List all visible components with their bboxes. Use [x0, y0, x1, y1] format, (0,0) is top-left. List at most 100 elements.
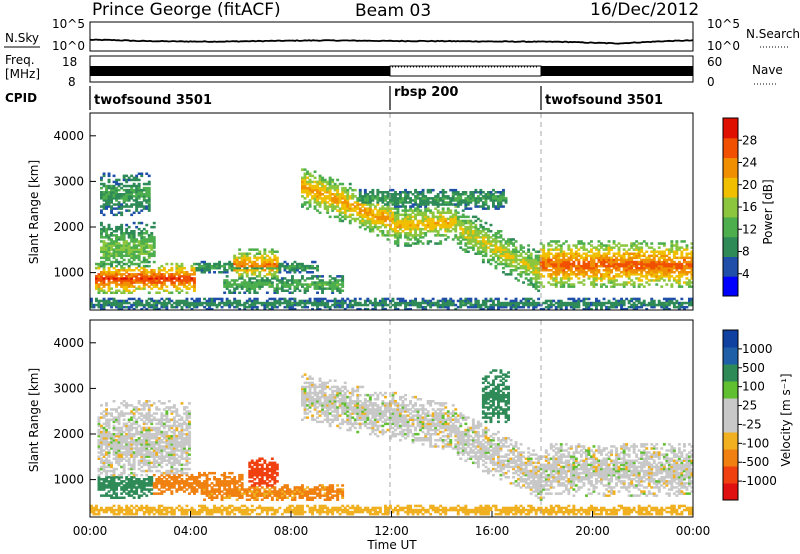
heatmap-cell — [120, 250, 124, 253]
heatmap-cell — [549, 248, 553, 251]
heatmap-cell — [406, 238, 410, 241]
heatmap-cell — [567, 303, 571, 307]
heatmap-cell — [363, 197, 367, 200]
heatmap-cell — [316, 197, 319, 200]
heatmap-cell — [263, 283, 267, 286]
heatmap-cell — [100, 178, 103, 182]
colorbar-tick-label: 28 — [742, 133, 757, 147]
heatmap-cell — [110, 271, 113, 274]
heatmap-cell — [499, 191, 503, 194]
heatmap-cell — [110, 197, 113, 200]
heatmap-cell — [514, 303, 518, 307]
heatmap-cell — [157, 269, 161, 272]
colorbar-tick-label: 20 — [742, 178, 757, 192]
heatmap-cell — [286, 305, 289, 309]
heatmap-cell — [602, 254, 606, 258]
heatmap-cell — [381, 211, 385, 214]
heatmap-cell — [130, 191, 134, 194]
heatmap-cell — [645, 256, 649, 260]
heatmap-cell — [416, 238, 420, 241]
heatmap-cell — [522, 301, 525, 305]
heatmap-cell — [487, 246, 490, 249]
heatmap-cell — [419, 219, 422, 223]
heatmap-cell — [245, 273, 249, 276]
heatmap-cell — [127, 279, 131, 282]
heatmap-cell — [469, 195, 473, 198]
heatmap-cell — [316, 203, 319, 206]
heatmap-cell — [183, 271, 186, 274]
heatmap-cell — [547, 262, 551, 266]
heatmap-cell — [250, 301, 254, 305]
heatmap-cell — [444, 195, 448, 198]
heatmap-cell — [489, 262, 493, 266]
heatmap-cell — [157, 271, 161, 274]
heatmap-cell — [175, 264, 179, 268]
heatmap-cell — [574, 299, 578, 303]
heatmap-cell — [617, 252, 621, 255]
heatmap-cell — [439, 303, 443, 307]
heatmap-cell — [157, 287, 161, 290]
heatmap-cell — [130, 184, 134, 188]
heatmap-cell — [657, 256, 661, 260]
heatmap-cell — [394, 236, 397, 239]
heatmap-cell — [115, 283, 118, 286]
heatmap-cell — [376, 188, 380, 192]
heatmap-cell — [278, 264, 282, 268]
heatmap-cell — [481, 258, 485, 262]
heatmap-cell — [100, 248, 103, 251]
heatmap-cell — [135, 254, 139, 258]
heatmap-cell — [132, 262, 136, 266]
heatmap-cell — [476, 199, 480, 202]
heatmap-cell — [464, 197, 468, 200]
heatmap-cell — [97, 291, 101, 294]
heatmap-cell — [675, 275, 679, 278]
heatmap-cell — [635, 246, 639, 249]
heatmap-cell — [424, 219, 428, 223]
heatmap-cell — [527, 283, 531, 286]
heatmap-cell — [522, 246, 525, 249]
heatmap-cell — [140, 201, 144, 204]
heatmap-cell — [522, 305, 525, 309]
heatmap-cell — [268, 271, 272, 274]
heatmap-cell — [127, 260, 131, 264]
heatmap-cell — [97, 439, 101, 442]
heatmap-cell — [527, 262, 531, 266]
heatmap-cell — [637, 242, 641, 245]
heatmap-cell — [255, 305, 259, 309]
heatmap-cell — [600, 305, 603, 309]
heatmap-cell — [509, 238, 513, 241]
heatmap-cell — [652, 254, 656, 258]
heatmap-cell — [499, 197, 503, 200]
heatmap-cell — [275, 277, 279, 280]
heatmap-cell — [637, 256, 641, 260]
heatmap-cell — [105, 492, 108, 495]
heatmap-cell — [650, 246, 654, 249]
heatmap-cell — [145, 242, 149, 245]
heatmap-cell — [549, 299, 553, 303]
heatmap-cell — [155, 303, 159, 307]
heatmap-cell — [519, 258, 523, 262]
heatmap-cell — [95, 266, 98, 270]
heatmap-cell — [112, 482, 116, 485]
heatmap-cell — [341, 207, 345, 210]
heatmap-cell — [527, 297, 531, 301]
heatmap-cell — [429, 221, 433, 225]
heatmap-cell — [356, 217, 360, 221]
heatmap-cell — [605, 246, 608, 249]
heatmap-cell — [107, 299, 111, 303]
heatmap-cell — [250, 273, 254, 276]
heatmap-cell — [125, 232, 129, 235]
heatmap-cell — [409, 221, 412, 225]
heatmap-cell — [459, 195, 463, 198]
heatmap-cell — [165, 307, 169, 311]
heatmap-cell — [152, 240, 156, 243]
heatmap-cell — [328, 283, 332, 286]
heatmap-cell — [461, 248, 465, 251]
heatmap-cell — [115, 269, 118, 272]
heatmap-cell — [208, 299, 211, 303]
heatmap-cell — [326, 186, 330, 190]
heatmap-cell — [165, 305, 169, 309]
heatmap-cell — [574, 275, 578, 278]
heatmap-cell — [225, 269, 229, 272]
heatmap-cell — [316, 266, 319, 270]
